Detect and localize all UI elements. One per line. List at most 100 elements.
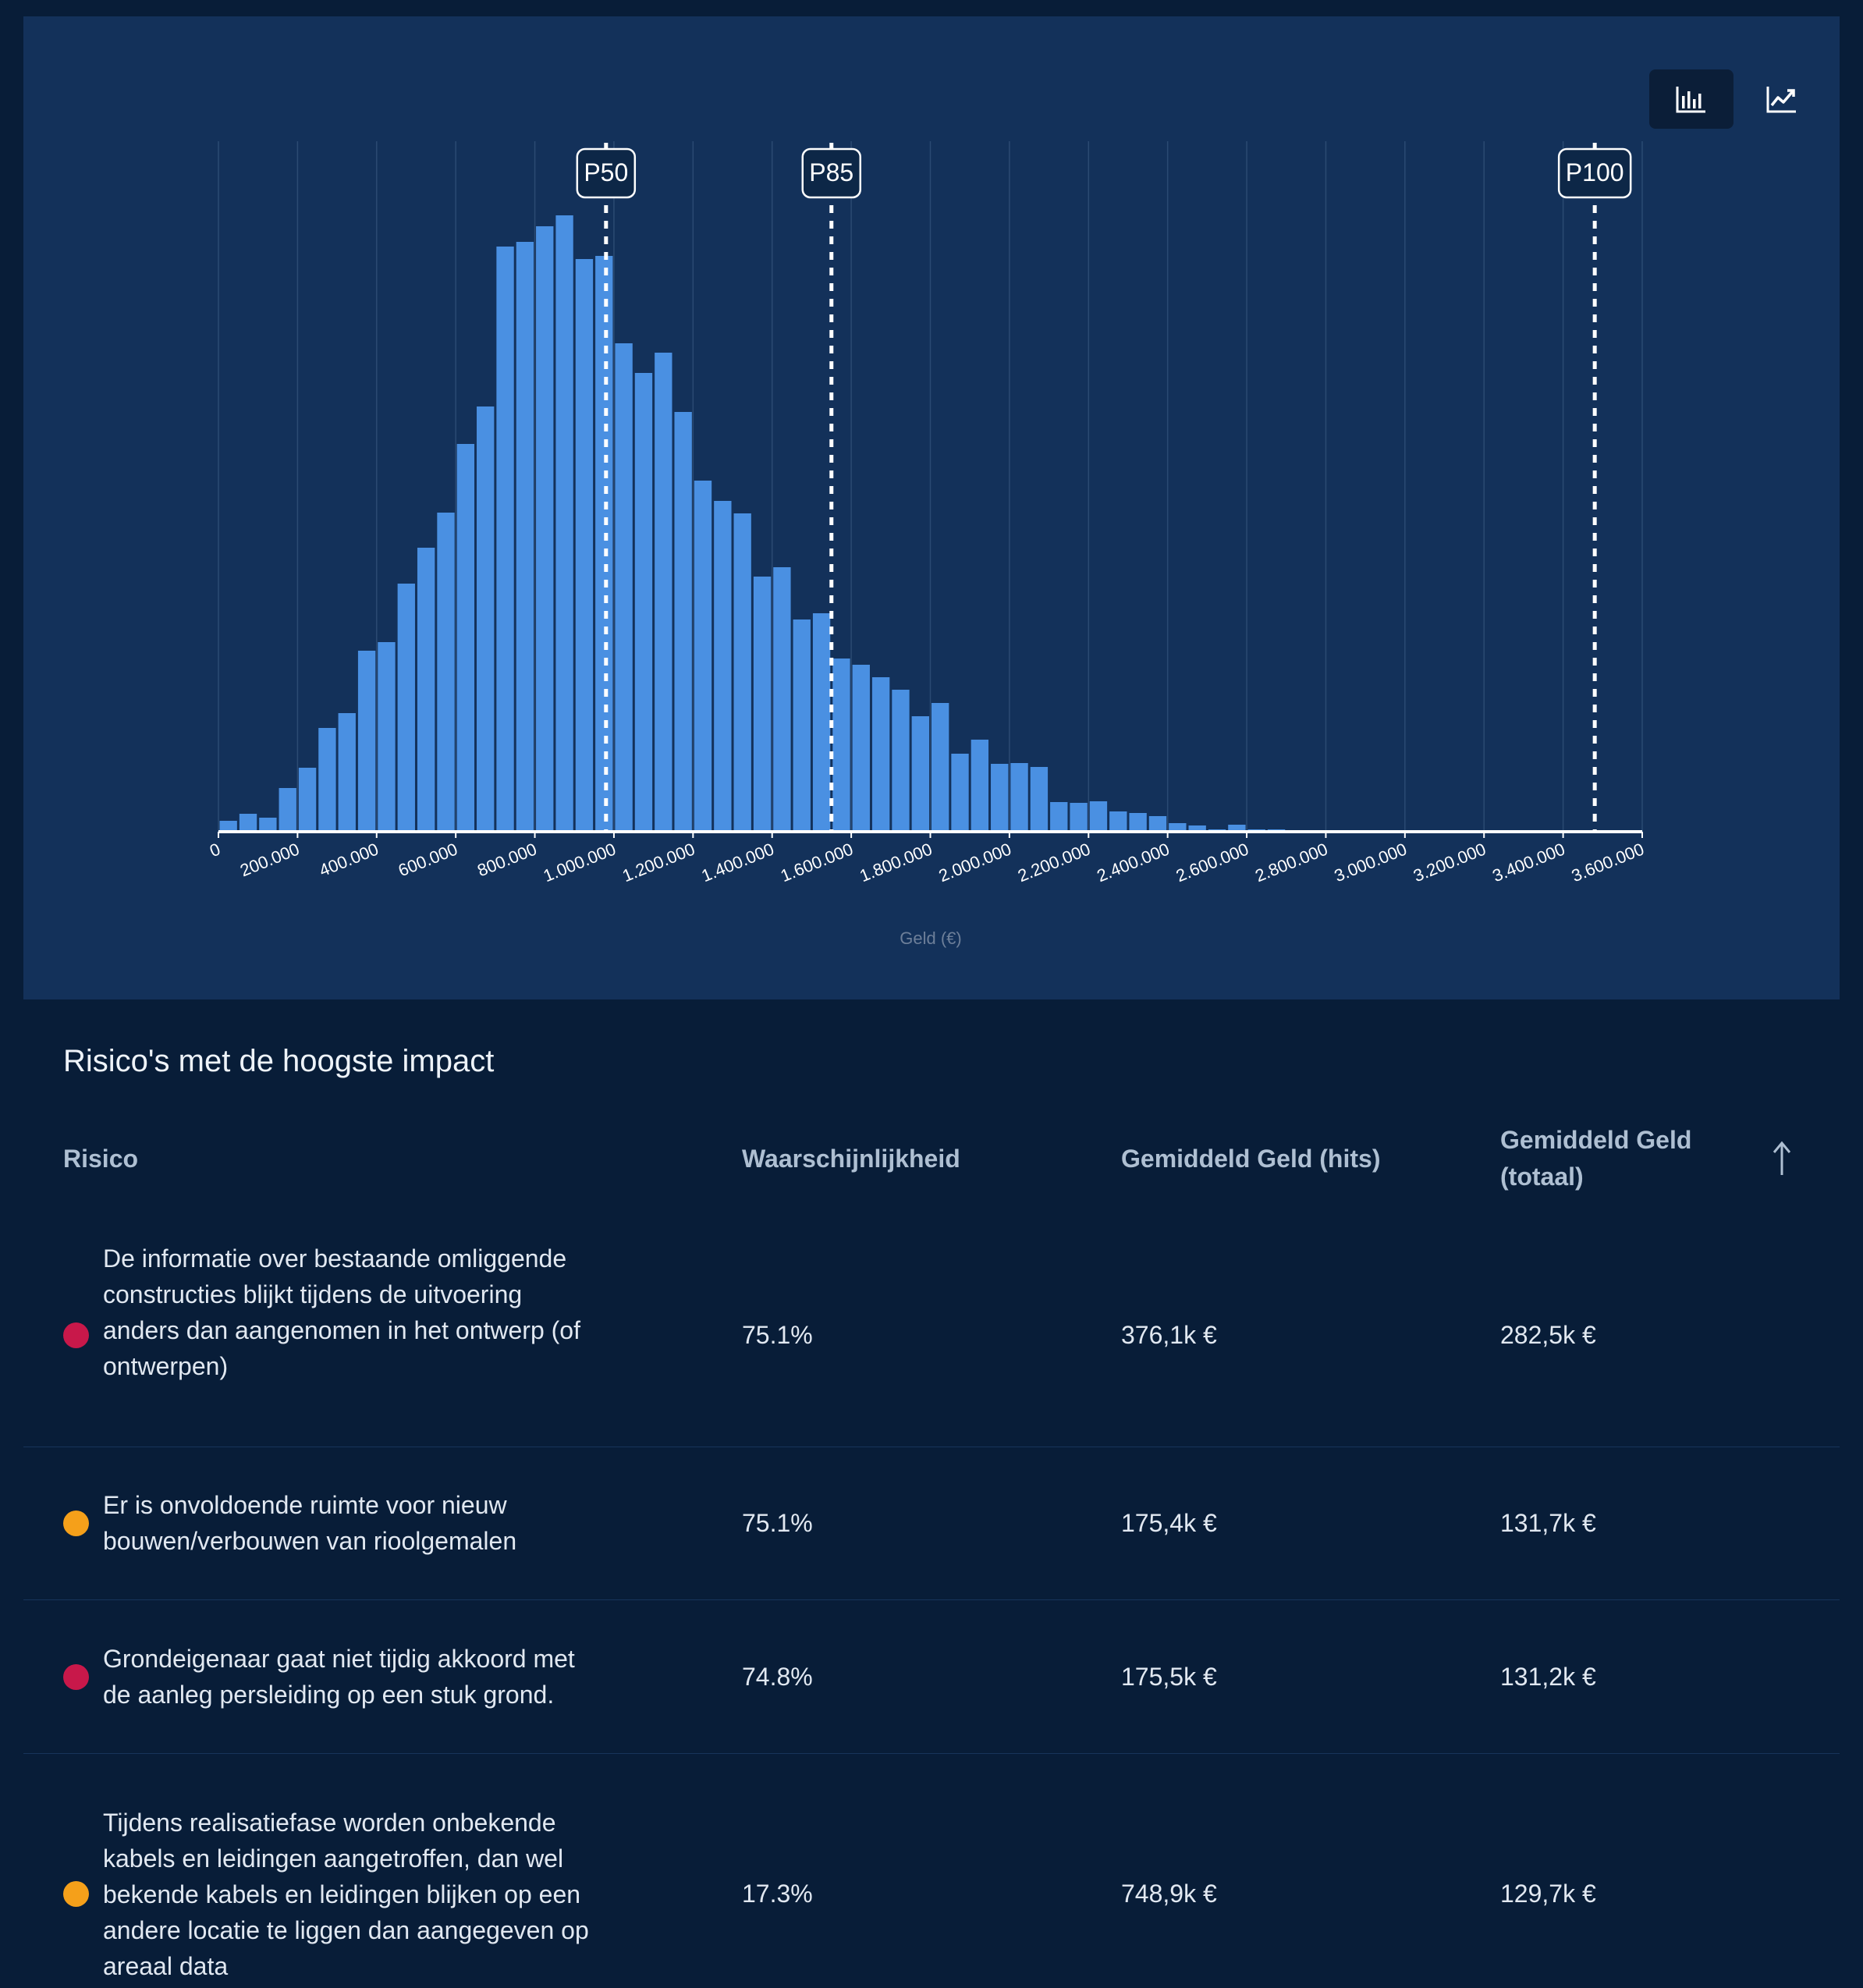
histogram-bar — [1129, 813, 1147, 832]
header-waarschijnlijkheid[interactable]: Waarschijnlijkheid — [742, 1145, 960, 1173]
histogram-bar — [378, 642, 396, 832]
table-row[interactable]: Er is onvoldoende ruimte voor nieuw bouw… — [23, 1447, 1840, 1600]
histogram-bar — [674, 412, 692, 832]
total-cell: 129,7k € — [1500, 1880, 1596, 1908]
x-tick-label: 1.000.000 — [541, 839, 619, 886]
risk-line: anders dan aangenomen in het ontwerp (of — [103, 1316, 580, 1344]
histogram-bar — [1169, 823, 1187, 832]
histogram-bar — [911, 716, 929, 832]
percentile-badge — [1557, 147, 1632, 199]
histogram-bar — [338, 713, 356, 832]
percentile-badge — [576, 147, 637, 199]
percentile-label: P100 — [1566, 158, 1624, 186]
x-tick-label: 1.200.000 — [619, 839, 697, 886]
x-tick-label: 2.400.000 — [1094, 839, 1172, 886]
histogram-bar — [892, 690, 910, 832]
histogram-bar — [575, 259, 594, 832]
histogram-bar — [1010, 763, 1028, 832]
x-tick-label: 2.000.000 — [936, 839, 1014, 886]
risk-line: andere locatie te liggen dan aangegeven … — [103, 1916, 589, 1944]
histogram-bar — [1188, 825, 1206, 832]
percentile-badge — [801, 147, 862, 199]
histogram-bar — [871, 677, 890, 832]
risk-table: Risico Waarschijnlijkheid Gemiddeld Geld… — [23, 1100, 1840, 1988]
histogram-bar — [714, 501, 732, 832]
histogram-bar — [634, 373, 653, 832]
histogram-bar — [1109, 811, 1127, 832]
x-tick-label: 1.600.000 — [778, 839, 856, 886]
x-tick-label: 2.200.000 — [1015, 839, 1093, 886]
risk-line: ontwerpen) — [103, 1352, 229, 1380]
histogram-bar — [417, 548, 435, 832]
table-header: Risico Waarschijnlijkheid Gemiddeld Geld… — [23, 1100, 1840, 1225]
histogram-bar — [832, 659, 850, 832]
histogram-bar — [456, 444, 475, 832]
bar-chart-toggle[interactable] — [1649, 69, 1733, 129]
histogram-bar — [655, 353, 672, 832]
histogram-bar — [1089, 801, 1108, 832]
x-tick-label: 200.000 — [237, 839, 302, 880]
histogram-bar — [793, 619, 811, 832]
histogram-bar — [298, 768, 317, 832]
severity-dot — [63, 1511, 89, 1536]
probability-cell: 17.3% — [742, 1880, 813, 1908]
histogram-bar — [1050, 802, 1068, 832]
x-tick-label: 400.000 — [317, 839, 381, 880]
histogram-bar — [753, 577, 772, 832]
x-tick-label: 0 — [207, 839, 223, 861]
hits-cell: 175,4k € — [1121, 1509, 1217, 1537]
histogram-bar — [357, 651, 376, 832]
x-tick-label: 800.000 — [474, 839, 539, 880]
x-tick-label: 3.600.000 — [1569, 839, 1647, 886]
x-tick-label: 600.000 — [396, 839, 460, 880]
risk-description: Tijdens realisatiefase worden onbekende … — [103, 1805, 602, 1984]
risk-line: Er is onvoldoende ruimte voor nieuw — [103, 1491, 507, 1519]
histogram-bar — [516, 242, 534, 832]
hits-cell: 376,1k € — [1121, 1321, 1217, 1349]
histogram-bar — [397, 584, 415, 832]
header-geld-hits[interactable]: Gemiddeld Geld (hits) — [1121, 1145, 1381, 1173]
section-title: Risico's met de hoogste impact — [63, 1044, 495, 1078]
header-risico[interactable]: Risico — [63, 1145, 139, 1173]
x-tick-label: 1.800.000 — [857, 839, 935, 886]
risk-line: areaal data — [103, 1952, 229, 1980]
table-row[interactable]: Tijdens realisatiefase worden onbekende … — [23, 1754, 1840, 1988]
table-row[interactable]: Grondeigenaar gaat niet tijdig akkoord m… — [23, 1600, 1840, 1754]
x-tick-label: 2.800.000 — [1252, 839, 1330, 886]
line-chart-icon — [1766, 87, 1796, 113]
severity-dot — [63, 1664, 89, 1690]
x-tick-label: 2.600.000 — [1173, 839, 1251, 886]
histogram-bar — [279, 788, 296, 832]
histogram-bar — [615, 343, 633, 832]
histogram-bar — [1148, 816, 1167, 832]
hits-cell: 748,9k € — [1121, 1880, 1217, 1908]
risk-line: kabels en leidingen aangetroffen, dan we… — [103, 1844, 564, 1873]
x-tick-label: 3.000.000 — [1332, 839, 1410, 886]
risk-line: bouwen/verbouwen van rioolgemalen — [103, 1527, 517, 1555]
severity-dot — [63, 1881, 89, 1907]
histogram-bar — [951, 754, 969, 832]
histogram-bar — [595, 256, 613, 832]
line-chart-toggle[interactable] — [1740, 69, 1824, 129]
total-cell: 131,7k € — [1500, 1509, 1596, 1537]
probability-cell: 74.8% — [742, 1663, 813, 1691]
histogram-bar — [852, 665, 870, 832]
histogram-bar — [536, 226, 554, 832]
histogram-bar — [437, 513, 455, 832]
risk-line: Tijdens realisatiefase worden onbekende — [103, 1809, 556, 1837]
x-tick-label: 3.400.000 — [1489, 839, 1567, 886]
table-row[interactable]: De informatie over bestaande omliggende … — [23, 1225, 1840, 1447]
total-cell: 131,2k € — [1500, 1663, 1596, 1691]
percentile-label: P85 — [809, 158, 853, 186]
header-geld-totaal[interactable]: Gemiddeld Geld (totaal) — [1500, 1122, 1691, 1195]
arrow-up-icon[interactable] — [1768, 1139, 1796, 1178]
histogram-bar — [991, 764, 1009, 832]
histogram-bar — [694, 481, 712, 832]
histogram-bar — [555, 215, 573, 832]
histogram-bar — [219, 821, 237, 832]
bar-chart-icon — [1676, 87, 1705, 113]
histogram-bar — [239, 814, 257, 832]
histogram-bar — [932, 703, 949, 832]
risk-line: bekende kabels en leidingen blijken op e… — [103, 1880, 581, 1908]
histogram-bar — [477, 406, 495, 832]
